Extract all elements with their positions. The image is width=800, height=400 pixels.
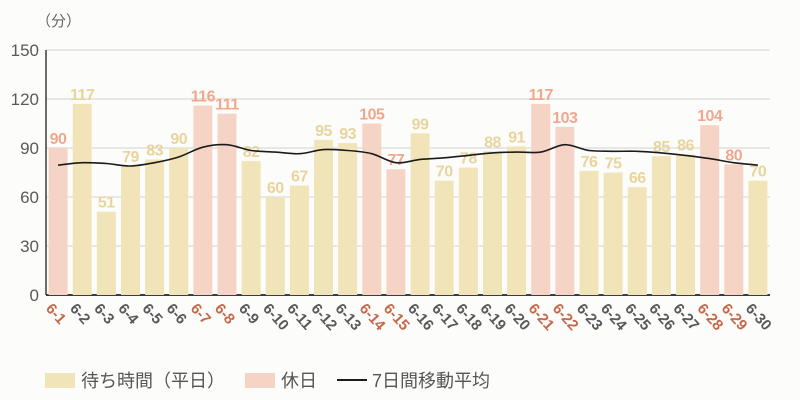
y-tick-label: 0 (30, 286, 39, 305)
x-tick-label: 6-5 (139, 300, 166, 327)
y-tick-label: 60 (20, 188, 39, 207)
bar-6-25 (627, 187, 647, 295)
x-tick-label: 6-3 (90, 300, 117, 327)
ma-line-swatch-icon (337, 379, 367, 381)
x-tick-label: 6-2 (66, 300, 93, 327)
bar-6-28 (700, 125, 720, 295)
legend-holiday-label: 休日 (281, 371, 317, 391)
weekday-swatch-icon (45, 372, 75, 388)
bar-6-20 (507, 146, 527, 295)
bar-6-27 (676, 154, 696, 295)
bar-value-label: 67 (291, 169, 308, 186)
bar-6-24 (603, 172, 623, 295)
x-tick-label: 6-8 (211, 300, 238, 327)
y-tick-label: 30 (20, 237, 39, 256)
bar-value-label: 90 (50, 131, 67, 148)
bar-6-13 (338, 143, 358, 295)
legend-item-holiday: 休日 (245, 367, 317, 393)
y-tick-label: 90 (20, 139, 39, 158)
bar-value-label: 76 (581, 154, 598, 171)
bar-6-9 (241, 161, 261, 295)
bar-value-label: 82 (243, 144, 260, 161)
bar-value-label: 79 (122, 149, 139, 166)
x-tick-label: 6-4 (114, 300, 142, 328)
bar-6-7 (193, 105, 213, 296)
bar-6-8 (217, 113, 237, 295)
bar-6-16 (410, 133, 430, 295)
bar-6-30 (748, 180, 768, 295)
moving-average-line (58, 143, 758, 167)
bar-value-label: 83 (146, 142, 163, 159)
bar-value-label: 95 (315, 123, 332, 140)
bar-6-18 (458, 167, 478, 295)
x-tick-label: 6-9 (235, 300, 262, 327)
bar-value-label: 88 (484, 134, 501, 151)
bar-6-2 (72, 103, 92, 296)
x-tick-label: 6-10 (259, 300, 292, 334)
bar-value-label: 111 (215, 97, 239, 114)
bar-6-21 (531, 103, 551, 296)
x-tick-label: 6-6 (163, 300, 190, 327)
bar-value-label: 91 (508, 129, 525, 146)
bar-6-29 (724, 164, 744, 295)
bar-6-14 (362, 123, 382, 295)
x-tick-label: 6-11 (283, 300, 315, 333)
bar-value-label: 86 (677, 138, 694, 155)
bar-6-22 (555, 126, 575, 296)
y-tick-label: 150 (11, 41, 39, 60)
bar-value-label: 51 (98, 195, 115, 212)
bar-6-19 (482, 151, 502, 295)
bar-6-1 (48, 148, 68, 295)
bar-6-11 (289, 185, 309, 295)
bar-value-label: 117 (70, 87, 95, 104)
bar-value-label: 60 (267, 180, 284, 197)
bar-value-label: 90 (170, 131, 187, 148)
chart-legend: 待ち時間（平日） 休日 7日間移動平均 (45, 367, 490, 393)
bar-value-label: 93 (339, 126, 356, 143)
x-tick-label: 6-7 (187, 300, 214, 327)
bar-6-3 (96, 211, 116, 295)
bar-6-5 (145, 159, 165, 295)
bar-6-26 (651, 156, 671, 295)
legend-item-weekday: 待ち時間（平日） (45, 367, 225, 393)
bar-value-label: 116 (191, 89, 216, 106)
x-tick-label: 6-1 (42, 300, 69, 327)
bar-value-label: 105 (359, 107, 385, 124)
bar-value-label: 70 (750, 164, 767, 181)
bar-value-label: 117 (529, 87, 554, 104)
legend-weekday-label: 待ち時間（平日） (81, 371, 225, 391)
bar-value-label: 80 (725, 147, 742, 164)
bar-6-4 (120, 165, 140, 295)
bar-value-label: 70 (436, 164, 453, 181)
bar-value-label: 78 (460, 151, 477, 168)
bar-6-23 (579, 170, 599, 295)
legend-ma-label: 7日間移動平均 (372, 371, 491, 391)
bar-6-10 (265, 197, 285, 295)
y-tick-label: 120 (11, 90, 39, 109)
bar-value-label: 104 (697, 108, 723, 125)
bar-value-label: 66 (629, 170, 646, 187)
y-axis-unit-label: （分） (36, 13, 81, 30)
bar-value-label: 103 (552, 110, 578, 127)
bar-value-label: 77 (388, 152, 405, 169)
bar-6-17 (434, 180, 454, 295)
legend-item-moving-average: 7日間移動平均 (337, 367, 490, 393)
holiday-swatch-icon (245, 372, 275, 388)
bar-6-6 (169, 148, 189, 295)
bar-value-label: 75 (605, 156, 622, 173)
bar-6-12 (314, 139, 334, 295)
bar-6-15 (386, 169, 406, 295)
bar-value-label: 99 (412, 116, 429, 133)
